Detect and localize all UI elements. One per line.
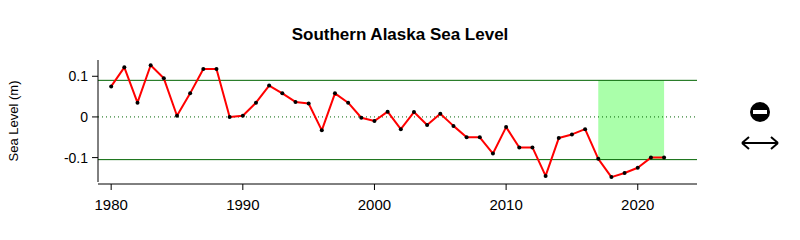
data-point [214,67,218,71]
data-point [662,156,666,160]
highlight-box [598,80,664,159]
data-point [162,76,166,80]
data-point [412,110,416,114]
data-point [609,175,613,179]
x-tick [637,184,638,190]
data-point [122,65,126,69]
data-point [267,84,271,88]
data-point [530,145,534,149]
x-tick-label: 1980 [94,196,127,213]
y-tick-label: 0.1 [69,68,89,84]
data-point [346,101,350,105]
data-point [399,127,403,131]
x-tick-label: 1990 [226,196,259,213]
trend-icon-minus [753,110,767,114]
y-axis-label: Sea Level (m) [6,81,21,162]
data-point [596,157,600,161]
y-tick [92,76,98,77]
data-point [570,132,574,136]
x-tick [242,184,243,190]
data-point [228,115,232,119]
x-tick [374,184,375,190]
data-point [465,135,469,139]
x-tick-label: 2010 [489,196,522,213]
data-point [438,112,442,116]
mean-line [98,116,697,117]
y-tick [92,116,98,117]
data-point [451,124,455,128]
data-point [478,135,482,139]
data-point [149,63,153,67]
data-point [623,171,627,175]
y-axis-line [98,60,99,182]
data-point [201,67,205,71]
x-axis-line [98,184,697,185]
data-point [254,101,258,105]
x-tick-label: 2000 [358,196,391,213]
data-point [175,114,179,118]
y-tick [92,157,98,158]
x-tick [111,184,112,190]
chart: Southern Alaska Sea Level Sea Level (m) -0… [0,0,800,240]
data-point [425,123,429,127]
data-point [135,101,139,105]
data-point [109,84,113,88]
data-point [293,100,297,104]
data-point [386,110,390,114]
data-point [280,91,284,95]
x-tick-label: 2020 [621,196,654,213]
x-tick [506,184,507,190]
y-tick-label: -0.1 [64,150,88,166]
data-point [544,174,548,178]
data-point [372,119,376,123]
data-point [188,91,192,95]
data-point [307,102,311,106]
data-point [491,152,495,156]
y-tick-label: 0 [80,109,88,125]
data-point [517,145,521,149]
data-point [583,127,587,131]
data-line [111,65,664,177]
data-point [241,114,245,118]
data-point [636,166,640,170]
title: Southern Alaska Sea Level [292,25,509,44]
upper-sd-line [98,80,697,81]
data-point [320,128,324,132]
data-point [557,136,561,140]
variability-icon [742,137,778,149]
plot-area [98,63,697,179]
lower-sd-line [98,159,697,160]
data-point [333,91,337,95]
data-point [504,125,508,129]
data-point [359,116,363,120]
data-point [649,156,653,160]
trend-icon [750,102,770,122]
